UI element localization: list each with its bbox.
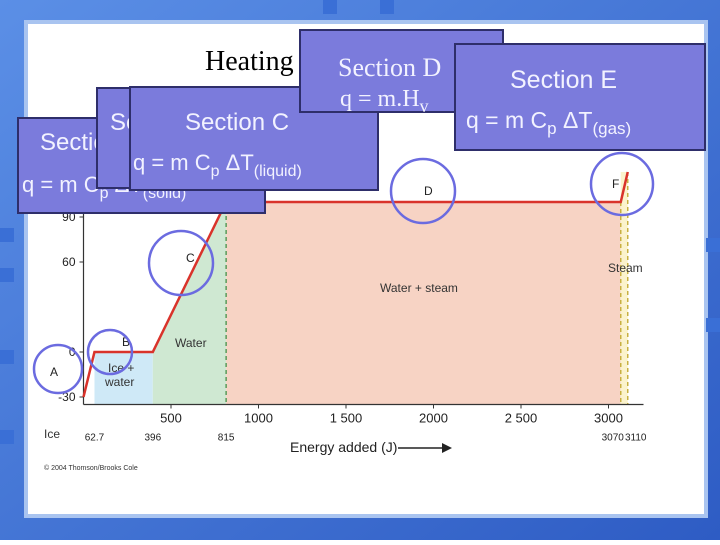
section-heading: Section E — [510, 66, 617, 94]
section-box-bg — [454, 43, 706, 151]
x-axis-arrowhead — [442, 443, 452, 453]
region-label: Steam — [608, 261, 643, 275]
highlight-circle — [589, 151, 655, 217]
region-ice-water — [94, 352, 153, 405]
heating-curve — [82, 171, 629, 398]
formula-text: ΔT — [557, 107, 593, 133]
highlight-circle — [389, 157, 457, 225]
region-water-steam — [226, 202, 621, 405]
point-label: F — [612, 177, 619, 191]
section-heading: Section C — [185, 109, 289, 136]
point-label: A — [50, 365, 58, 379]
region-label: Ice — [44, 427, 60, 441]
point-label: C — [186, 251, 195, 265]
section-formula: q = m Cp ΔT(liquid) — [133, 150, 302, 180]
region-water — [152, 202, 227, 405]
highlight-circle — [86, 328, 134, 376]
formula-subscript: p — [211, 163, 220, 180]
y-tick-label: 60 — [62, 255, 76, 269]
x-tick-label: 2 500 — [505, 411, 538, 426]
region-label: water — [104, 375, 134, 389]
formula-subscript: (liquid) — [254, 163, 302, 180]
formula-text: q = m.H — [340, 86, 420, 112]
x-tick-label: 3000 — [594, 411, 623, 426]
x-tick-label: 1000 — [244, 411, 273, 426]
point-label: D — [424, 184, 433, 198]
credit: © 2004 Thomson/Brooks Cole — [44, 464, 138, 472]
formula-subscript: (gas) — [592, 119, 631, 138]
formula-subscript: p — [547, 119, 556, 138]
region-label: Water — [175, 336, 207, 350]
formula-text: q = m C — [22, 172, 100, 197]
point-label: B — [122, 335, 130, 349]
x-point-label: 3070 — [602, 433, 625, 444]
section-box: Section C q = m Cp ΔT(liquid) — [129, 86, 379, 191]
y-tick-label: 0 — [69, 345, 76, 359]
section-boxes: Section Aq = m Cp ΔT(solid)Section BSect… — [17, 29, 706, 214]
region-steam — [620, 172, 628, 405]
x-tick-label: 500 — [160, 411, 182, 426]
x-tick-label: 1 500 — [330, 411, 363, 426]
highlight-circle — [147, 229, 215, 297]
x-point-label: 396 — [144, 433, 161, 444]
x-tick-label: 2000 — [419, 411, 448, 426]
region-label: Water + steam — [380, 281, 458, 295]
x-axis-label: Energy added (J) — [290, 439, 397, 455]
formula-text: ΔT — [220, 150, 254, 175]
highlight-circle — [32, 343, 84, 395]
x-point-label: 3110 — [625, 433, 647, 444]
section-formula: q = m.Hv — [340, 86, 429, 116]
section-formula: q = m Cp ΔT(gas) — [466, 107, 631, 138]
section-box: Section E q = m Cp ΔT(gas) — [454, 43, 706, 151]
formula-subscript: p — [100, 185, 109, 202]
formula-text: q = m C — [133, 150, 211, 175]
decor-squares — [0, 0, 720, 444]
formula-subscript: v — [420, 96, 429, 116]
formula-text: q = m C — [466, 107, 547, 133]
x-point-label: 815 — [218, 433, 235, 444]
x-point-label: 62.7 — [85, 433, 105, 444]
section-heading: Section D — [338, 53, 441, 82]
